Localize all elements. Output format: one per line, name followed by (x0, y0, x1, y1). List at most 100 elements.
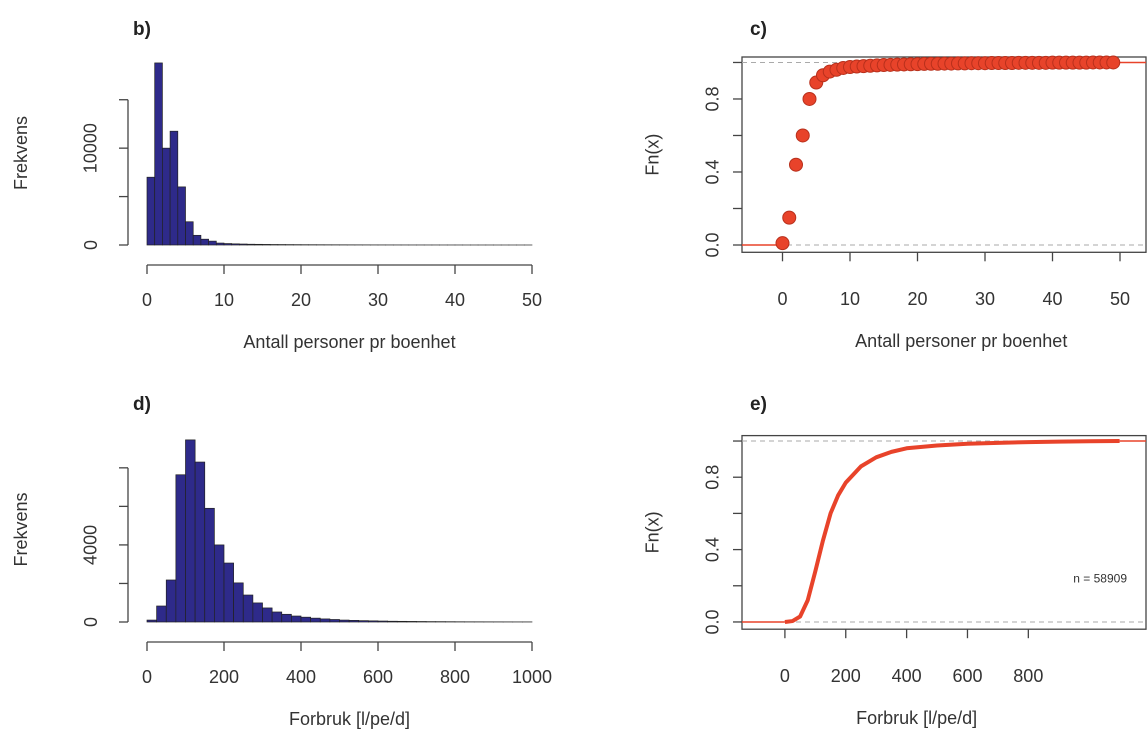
x-tick-label: 50 (1110, 289, 1130, 309)
x-tick-label: 30 (368, 290, 388, 310)
histogram-bar (214, 544, 225, 623)
x-tick-label: 20 (907, 289, 927, 309)
x-tick-label: 0 (780, 666, 790, 686)
histogram-bar (319, 618, 331, 623)
histogram-bar (396, 620, 408, 623)
x-tick-label: 40 (1042, 289, 1062, 309)
x-tick-label: 800 (440, 667, 470, 687)
x-tick-label: 600 (363, 667, 393, 687)
histogram-bar (246, 243, 256, 246)
x-axis-label: Antall personer pr boenhet (243, 332, 455, 352)
histogram-bar (208, 240, 217, 246)
histogram-bar (242, 594, 254, 623)
histogram-bar (368, 620, 379, 623)
y-tick-label: 4000 (81, 525, 101, 565)
histogram-bar (194, 461, 206, 623)
histogram-bar (254, 243, 263, 246)
annotation: n = 58909 (1073, 571, 1127, 585)
histogram-bar (377, 620, 388, 623)
ecdf-point (782, 210, 797, 225)
histogram-bar (252, 602, 263, 623)
histogram-bar (146, 619, 157, 623)
y-axis-label: Frekvens (11, 492, 31, 566)
y-tick-label: 0.4 (703, 159, 723, 184)
histogram-bar (262, 244, 271, 246)
y-tick-label: 10000 (81, 123, 101, 173)
histogram-bar (262, 607, 273, 623)
y-tick-label: 0.4 (703, 537, 723, 562)
ecdf-line (784, 439, 1120, 624)
histogram-bar (154, 62, 163, 246)
histogram-bar (339, 619, 350, 623)
histogram-bar (231, 243, 240, 246)
histogram-bar (204, 507, 215, 623)
histogram-bar (348, 620, 360, 623)
x-tick-label: 30 (975, 289, 995, 309)
histogram-bar (185, 439, 196, 623)
histogram-bar (329, 619, 340, 623)
y-tick-label: 0.0 (703, 609, 723, 634)
panel-title: d) (133, 394, 151, 415)
x-tick-label: 1000 (512, 667, 552, 687)
y-tick-label: 0.8 (703, 465, 723, 490)
panel-title: e) (750, 394, 767, 415)
x-tick-label: 10 (214, 290, 234, 310)
plot-frame (741, 434, 1147, 630)
x-tick-label: 400 (286, 667, 316, 687)
x-tick-label: 0 (777, 289, 787, 309)
histogram-bar (300, 616, 311, 623)
ecdf-point (802, 91, 817, 106)
histogram-bar (281, 613, 292, 623)
x-axis-label: Forbruk [l/pe/d] (856, 708, 977, 728)
x-tick-label: 10 (840, 289, 860, 309)
histogram-bar (162, 147, 171, 246)
histogram-bar (223, 243, 233, 246)
x-tick-label: 200 (209, 667, 239, 687)
ecdf-point (789, 157, 803, 172)
y-tick-label: 0 (81, 240, 101, 250)
x-tick-label: 0 (142, 667, 152, 687)
histogram-bar (185, 221, 194, 246)
y-tick-label: 0.8 (703, 86, 723, 111)
panel-title: c) (750, 19, 767, 40)
x-tick-label: 20 (291, 290, 311, 310)
x-axis-label: Antall personer pr boenhet (855, 331, 1067, 351)
x-axis-label: Forbruk [l/pe/d] (289, 709, 410, 729)
histogram-bar (239, 243, 248, 246)
y-axis-label: Fn(x) (643, 511, 663, 553)
histogram-bar (175, 474, 186, 623)
histogram-bar (177, 186, 186, 246)
ecdf-point (795, 128, 810, 143)
histogram-bar (156, 605, 167, 623)
histogram-bar (406, 621, 417, 623)
y-axis-label: Frekvens (11, 116, 31, 190)
y-axis-label: Fn(x) (643, 134, 663, 176)
plot-frame (741, 56, 1147, 253)
x-tick-label: 50 (522, 290, 542, 310)
histogram-bar (310, 617, 321, 623)
histogram-bar (233, 582, 244, 623)
histogram-bar (192, 234, 202, 246)
x-tick-label: 200 (831, 666, 861, 686)
histogram-bar (165, 579, 177, 623)
histogram-bar (223, 562, 234, 623)
histogram-bar (169, 130, 179, 246)
histogram-bar (146, 176, 156, 246)
y-tick-label: 0.0 (703, 232, 723, 257)
x-tick-label: 400 (892, 666, 922, 686)
histogram-bar (358, 620, 369, 623)
x-tick-label: 800 (1013, 666, 1043, 686)
y-tick-label: 0 (81, 617, 101, 627)
histogram-bar (291, 615, 302, 623)
x-tick-label: 0 (142, 290, 152, 310)
ecdf-point (775, 236, 790, 251)
x-tick-label: 40 (445, 290, 465, 310)
x-tick-label: 600 (952, 666, 982, 686)
histogram-bar (200, 238, 209, 246)
histogram-bar (387, 620, 398, 623)
ecdf-point (1106, 55, 1121, 70)
panel-title: b) (133, 19, 151, 40)
histogram-bar (215, 242, 225, 246)
histogram-bar (271, 611, 283, 623)
